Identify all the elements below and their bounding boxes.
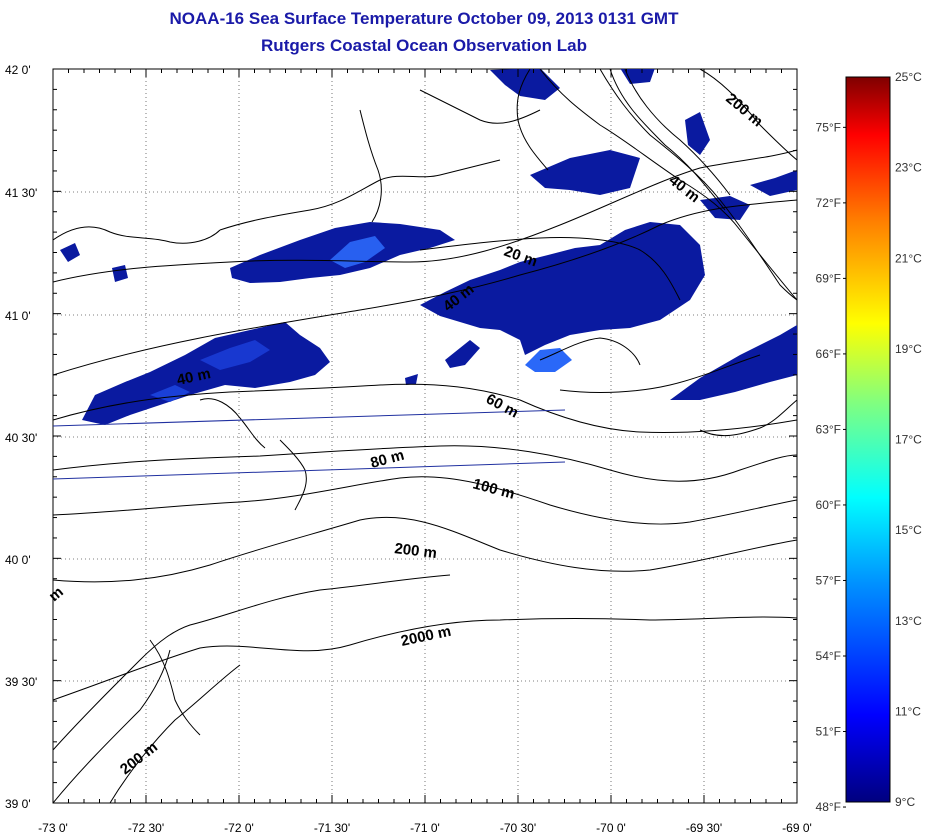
colorbar-fahrenheit-label: 57°F	[816, 573, 841, 587]
sst-satellite-data	[60, 69, 797, 425]
lon-label-70-30: -70 30'	[500, 821, 536, 835]
colorbar-celsius-label: 15°C	[895, 523, 922, 537]
colorbar-fahrenheit-label: 72°F	[816, 196, 841, 210]
colorbar-celsius-label: 23°C	[895, 161, 922, 175]
colorbar-fahrenheit-label: 54°F	[816, 649, 841, 663]
depth-label-40m-west: 40 m	[175, 365, 212, 389]
axis-ticks	[52, 68, 798, 804]
bathymetry-contours	[53, 69, 797, 803]
colorbar-fahrenheit-labels: 75°F 72°F 69°F 66°F 63°F 60°F 57°F 54°F 51°F 48°F	[816, 120, 846, 814]
lon-label-72-0: -72 0'	[224, 821, 254, 835]
colorbar-celsius-label: 11°C	[895, 704, 921, 718]
colorbar-fahrenheit-label: 51°F	[816, 725, 841, 739]
lat-label-40-0: 40 0'	[5, 553, 31, 567]
colorbar-fahrenheit-label: 69°F	[816, 271, 841, 285]
lat-label-41-30: 41 30'	[5, 186, 37, 200]
colorbar-fahrenheit-label: 66°F	[816, 347, 841, 361]
longitude-labels: -73 0' -72 30' -72 0' -71 30' -71 0' -70…	[38, 821, 812, 835]
lon-label-73-0: -73 0'	[38, 821, 68, 835]
colorbar-celsius-label: 19°C	[895, 342, 922, 356]
colorbar-celsius-labels: 25°C 23°C 21°C 19°C 17°C 15°C 13°C 11°C 9°C	[895, 70, 922, 809]
colorbar-fahrenheit-label: 63°F	[816, 422, 841, 436]
depth-label-200m-center: 200 m	[394, 540, 438, 562]
colorbar-fahrenheit-label: 75°F	[816, 120, 841, 134]
lon-label-69-30: -69 30'	[686, 821, 722, 835]
lon-label-71-30: -71 30'	[314, 821, 350, 835]
lat-label-42-0: 42 0'	[5, 63, 31, 77]
colorbar-celsius-label: 21°C	[895, 251, 922, 265]
colorbar-celsius-label: 13°C	[895, 614, 922, 628]
lon-label-70-0: -70 0'	[596, 821, 626, 835]
colorbar-celsius-label: 25°C	[895, 70, 922, 84]
lon-label-72-30: -72 30'	[128, 821, 164, 835]
colorbar-fahrenheit-label: 60°F	[816, 498, 841, 512]
lat-label-40-30: 40 30'	[5, 431, 37, 445]
satellite-track-lines	[53, 409, 566, 480]
latitude-labels: 42 0' 41 30' 41 0' 40 30' 40 0' 39 30' 3…	[5, 63, 37, 811]
map-title: NOAA-16 Sea Surface Temperature October …	[169, 9, 679, 28]
lon-label-71-0: -71 0'	[410, 821, 440, 835]
map-subtitle: Rutgers Coastal Ocean Observation Lab	[261, 36, 587, 55]
graticule	[53, 69, 797, 803]
lat-label-39-0: 39 0'	[5, 797, 31, 811]
lat-label-41-0: 41 0'	[5, 309, 31, 323]
colorbar-celsius-label: 9°C	[895, 795, 915, 809]
lat-label-39-30: 39 30'	[5, 675, 37, 689]
lon-label-69-0: -69 0'	[782, 821, 812, 835]
colorbar-fahrenheit-label: 48°F	[816, 800, 841, 814]
temperature-colorbar	[845, 76, 891, 803]
colorbar-celsius-label: 17°C	[895, 433, 922, 447]
